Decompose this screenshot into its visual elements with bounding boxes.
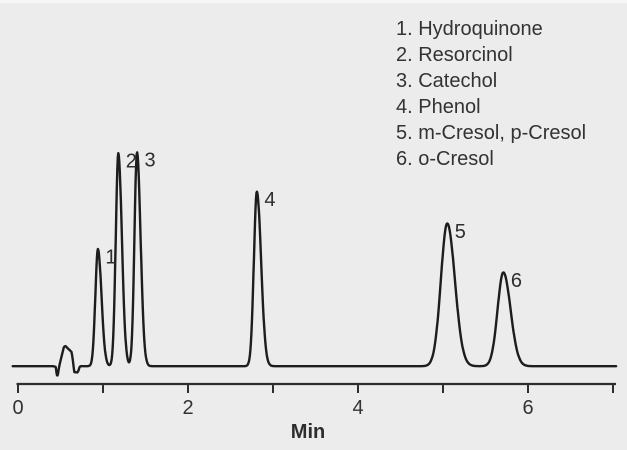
x-axis-tick-label-6: 6 [522,397,533,419]
x-axis-tick-label-0: 0 [12,397,23,419]
legend-item-hydroquinone: 1. Hydroquinone [396,18,543,40]
x-axis-tick-label-4: 4 [352,397,363,419]
top-edge-strip [0,0,627,3]
legend-item-catechol: 3. Catechol [396,70,498,92]
x-axis-title: Min [290,421,326,443]
peak-label-6: 6 [511,270,522,292]
legend-item-m-p-cresol: 5. m-Cresol, p-Cresol [396,122,587,144]
legend-item-resorcinol: 2. Resorcinol [396,44,513,66]
chromatogram-trace [11,151,618,377]
peak-label-1: 1 [105,247,116,269]
x-axis-tick-label-2: 2 [182,397,193,419]
peak-label-3: 3 [145,150,156,172]
peak-legend: 1. Hydroquinone 2. Resorcinol 3. Catecho… [396,16,586,172]
legend-item-o-cresol: 6. o-Cresol [396,148,494,170]
peak-label-2: 2 [126,151,137,173]
peak-label-4: 4 [264,189,275,211]
legend-item-phenol: 4. Phenol [396,96,481,118]
peak-label-5: 5 [455,221,466,243]
